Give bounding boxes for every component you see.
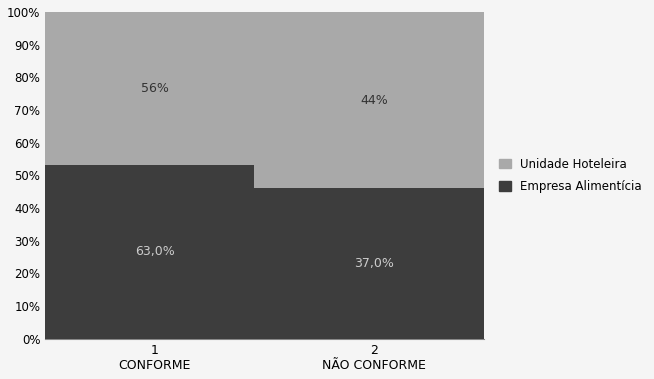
Bar (254, 188, 494, 338)
Bar (34, 165, 275, 338)
Text: 44%: 44% (360, 94, 388, 106)
Text: 37,0%: 37,0% (354, 257, 394, 270)
Text: 56%: 56% (141, 82, 169, 95)
Bar (254, 12, 494, 188)
Text: 63,0%: 63,0% (135, 246, 175, 258)
Legend: Unidade Hoteleira, Empresa Alimentícia: Unidade Hoteleira, Empresa Alimentícia (494, 153, 646, 198)
Bar (34, 12, 275, 165)
